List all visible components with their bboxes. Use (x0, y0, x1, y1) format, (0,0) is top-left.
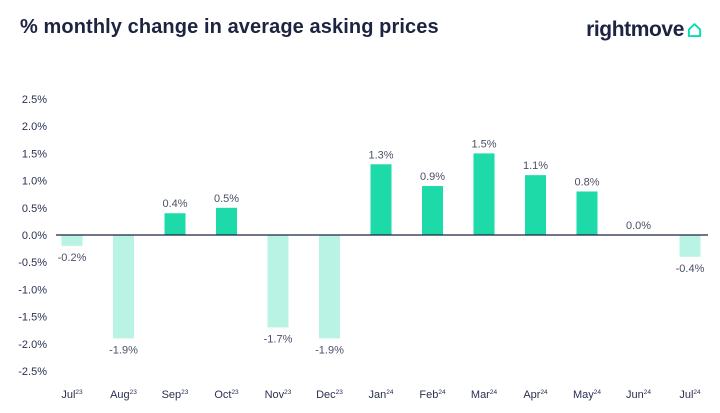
brand-name: rightmove (586, 18, 684, 41)
x-tick-label: Oct23 (214, 389, 239, 401)
x-tick-label: Nov23 (265, 389, 292, 401)
house-outline-icon (687, 23, 702, 38)
y-tick-label: 2.0% (22, 121, 47, 133)
data-label: 0.9% (420, 171, 445, 183)
y-tick-label: 1.0% (22, 176, 47, 188)
y-tick-label: 2.5% (22, 94, 47, 106)
bar (576, 191, 598, 235)
x-tick-label: Apr24 (523, 389, 548, 401)
x-tick-label: Jul24 (679, 389, 701, 401)
x-tick-label: Sep23 (162, 389, 189, 401)
bar (679, 235, 701, 257)
y-tick-label: -1.0% (18, 284, 47, 296)
y-tick-label: -1.5% (18, 312, 47, 324)
data-label: -0.2% (58, 252, 87, 264)
data-label: 0.5% (214, 193, 239, 205)
data-label: -1.9% (109, 344, 138, 356)
chart-title: % monthly change in average asking price… (20, 16, 439, 38)
x-tick-label: Mar24 (471, 389, 498, 401)
bar (473, 153, 495, 235)
data-label: -1.7% (264, 333, 293, 345)
x-tick-label: Aug23 (110, 389, 137, 401)
bar (422, 186, 443, 235)
x-tick-label: Dec23 (316, 389, 343, 401)
bar (216, 207, 237, 235)
bar (370, 164, 392, 235)
x-tick-label: Jun24 (626, 389, 651, 401)
bar (164, 213, 186, 235)
data-label: 1.5% (471, 138, 496, 150)
x-tick-label: Jul23 (61, 389, 83, 401)
y-tick-label: -2.0% (18, 339, 47, 351)
data-label: 0.8% (574, 176, 599, 188)
data-label: 0.4% (162, 198, 187, 210)
x-tick-label: May24 (573, 389, 601, 401)
y-tick-label: -2.5% (18, 366, 47, 378)
bar (267, 235, 289, 328)
bar (61, 235, 83, 246)
y-tick-label: 0.5% (22, 203, 47, 215)
data-label: -0.4% (676, 263, 705, 275)
bar (319, 235, 340, 339)
x-tick-label: Jan24 (369, 389, 394, 401)
bar (113, 235, 134, 339)
data-label: 1.1% (523, 160, 548, 172)
y-tick-label: -0.5% (18, 257, 47, 269)
brand-logo: rightmove (586, 18, 702, 42)
data-label: -1.9% (315, 344, 344, 356)
bar (525, 175, 546, 235)
y-tick-label: 0.0% (22, 230, 47, 242)
y-tick-label: 1.5% (22, 148, 47, 160)
x-tick-label: Feb24 (419, 389, 446, 401)
data-label: 1.3% (368, 149, 393, 161)
data-label: 0.0% (626, 220, 651, 232)
